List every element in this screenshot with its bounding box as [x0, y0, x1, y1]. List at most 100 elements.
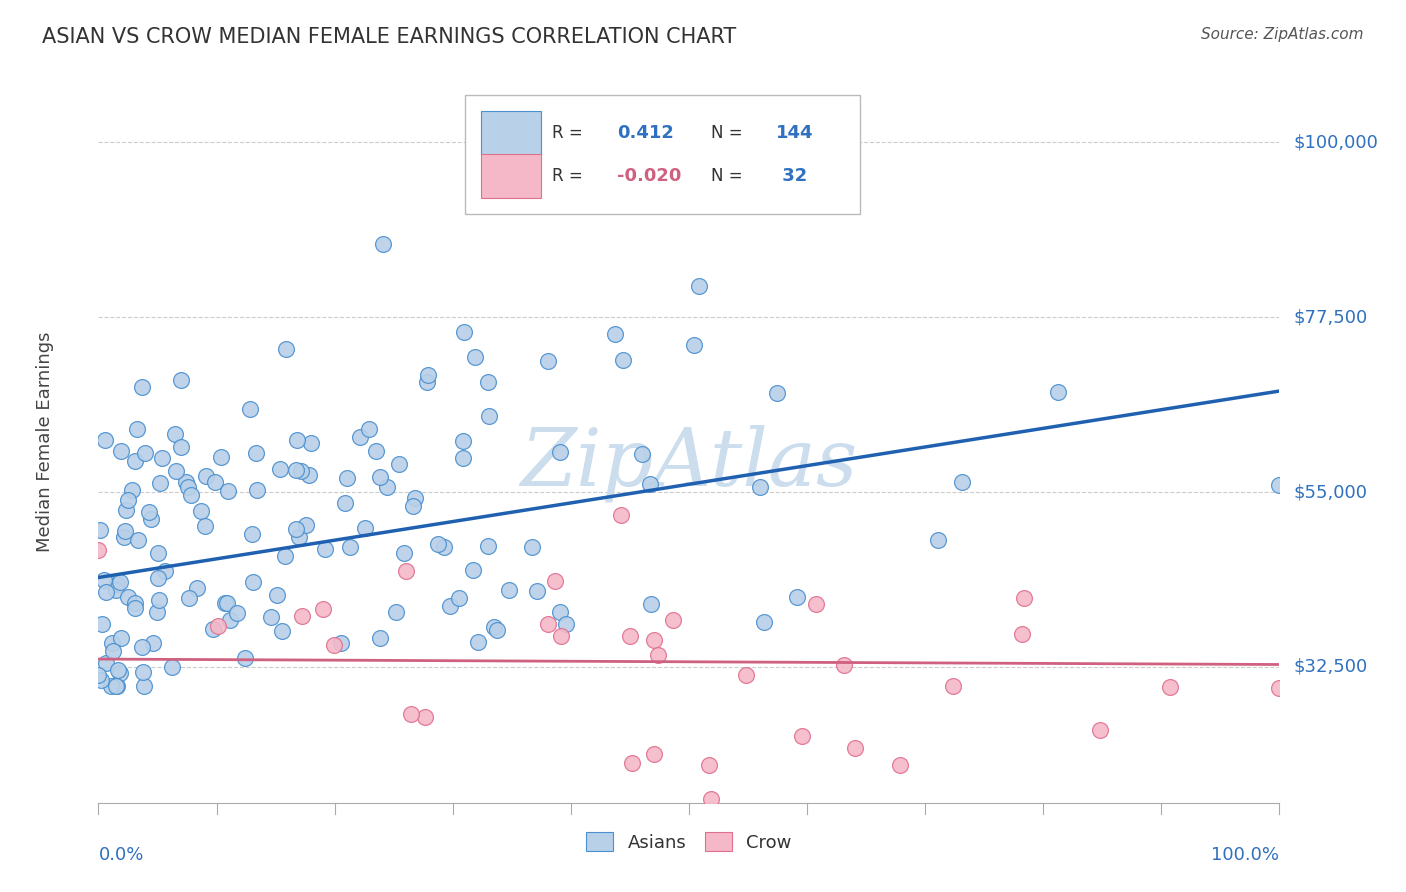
Point [274, 342, 297, 356]
Point [927, 533, 949, 547]
Point [127, 422, 149, 436]
Point [416, 368, 439, 382]
Point [647, 648, 669, 662]
Point [266, 588, 288, 602]
Point [371, 236, 394, 251]
Point [284, 522, 307, 536]
Point [366, 444, 388, 458]
Point [299, 436, 322, 450]
Point [298, 468, 321, 483]
Point [217, 484, 239, 499]
Point [112, 531, 135, 545]
Point [117, 493, 139, 508]
Text: 0.0%: 0.0% [98, 847, 143, 864]
Point [447, 591, 470, 606]
Point [1012, 591, 1035, 606]
Point [486, 624, 509, 638]
Point [190, 504, 212, 518]
Point [477, 539, 499, 553]
Point [734, 667, 756, 681]
Point [165, 464, 187, 478]
Point [548, 605, 571, 619]
Point [834, 657, 856, 672]
Point [246, 483, 269, 497]
Point [150, 450, 173, 465]
Point [87, 543, 110, 558]
Point [290, 464, 312, 478]
Point [451, 451, 474, 466]
Point [433, 540, 456, 554]
Text: ZipAtlas: ZipAtlas [520, 425, 858, 502]
Point [402, 499, 425, 513]
Point [478, 409, 501, 424]
Point [786, 591, 808, 605]
Point [115, 503, 138, 517]
Point [537, 616, 560, 631]
Legend: Asians, Crow: Asians, Crow [579, 825, 799, 859]
Point [385, 605, 408, 619]
Point [526, 584, 548, 599]
FancyBboxPatch shape [481, 111, 541, 155]
Point [240, 527, 263, 541]
Point [603, 326, 626, 341]
Point [105, 679, 128, 693]
Point [550, 629, 572, 643]
Point [101, 636, 124, 650]
Point [146, 605, 169, 619]
Point [392, 546, 415, 560]
Point [395, 564, 418, 578]
Point [643, 747, 665, 761]
Point [336, 471, 359, 485]
Point [291, 609, 314, 624]
Text: Median Female Earnings: Median Female Earnings [37, 331, 55, 552]
Point [169, 373, 191, 387]
Text: N =: N = [711, 124, 742, 142]
Point [368, 470, 391, 484]
Point [748, 480, 770, 494]
Point [214, 596, 236, 610]
Point [643, 632, 665, 647]
Point [201, 623, 224, 637]
Point [195, 469, 218, 483]
Point [101, 644, 124, 658]
Text: R =: R = [553, 124, 582, 142]
Point [467, 635, 489, 649]
Point [697, 758, 720, 772]
Point [179, 591, 201, 605]
FancyBboxPatch shape [464, 95, 860, 214]
Point [100, 679, 122, 693]
Point [322, 639, 344, 653]
Point [804, 597, 827, 611]
Point [359, 422, 381, 436]
Point [146, 571, 169, 585]
Point [110, 666, 132, 681]
Point [942, 679, 965, 693]
Point [349, 430, 371, 444]
Point [131, 640, 153, 654]
Text: 32: 32 [776, 168, 807, 186]
Point [142, 636, 165, 650]
Point [104, 582, 127, 597]
Point [132, 665, 155, 680]
Point [554, 616, 576, 631]
Point [640, 597, 662, 611]
Point [370, 631, 392, 645]
Point [610, 508, 633, 523]
Point [1268, 477, 1291, 491]
Point [952, 475, 974, 490]
Point [388, 457, 411, 471]
Point [288, 530, 311, 544]
Point [269, 462, 291, 476]
Point [124, 601, 146, 615]
Point [124, 454, 146, 468]
Text: $100,000: $100,000 [1294, 134, 1378, 152]
Point [117, 590, 139, 604]
Point [537, 354, 560, 368]
Point [127, 533, 149, 548]
Point [330, 636, 353, 650]
Point [631, 446, 654, 460]
Point [1268, 681, 1291, 695]
Text: -0.020: -0.020 [617, 168, 682, 186]
Point [186, 581, 208, 595]
Text: $77,500: $77,500 [1294, 309, 1368, 326]
